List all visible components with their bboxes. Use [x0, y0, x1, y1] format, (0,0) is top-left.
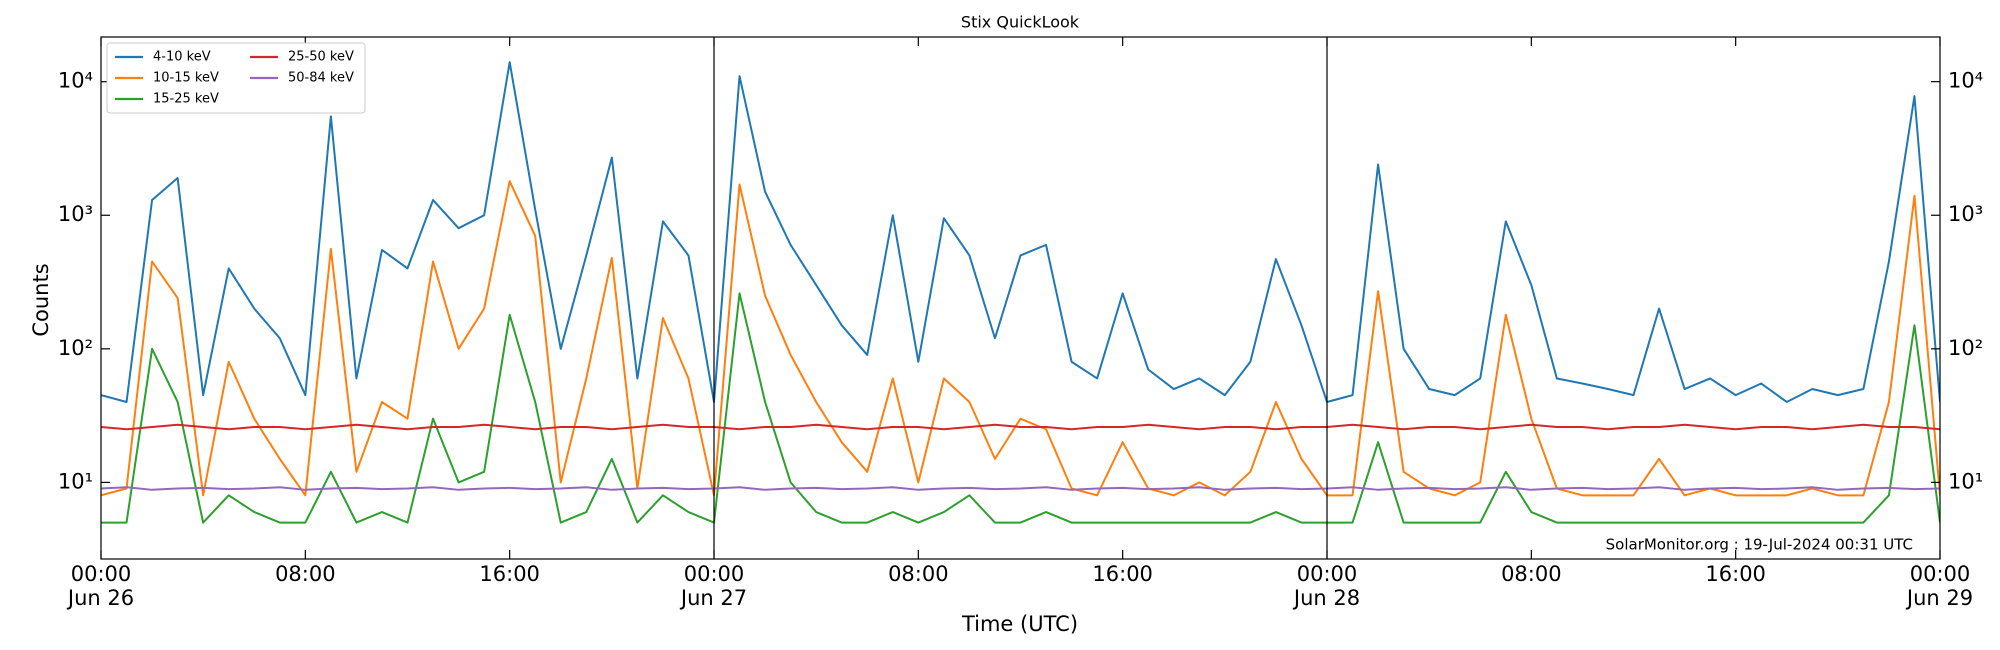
- chart-title: Stix QuickLook: [961, 13, 1080, 32]
- y-tick-label-right: 10²: [1948, 336, 1983, 360]
- y-tick-label: 10⁴: [58, 69, 93, 93]
- series-line: [101, 292, 1940, 524]
- x-tick-label: 00:00 Jun 26: [66, 562, 134, 610]
- plot-frame: [100, 36, 1941, 560]
- y-tick-label-right: 10⁴: [1948, 69, 1983, 93]
- y-tick-label: 10²: [58, 336, 93, 360]
- y-tick-label-right: 10¹: [1948, 469, 1983, 493]
- x-tick-label: 08:00: [275, 562, 336, 586]
- x-tick-label: 16:00: [479, 562, 540, 586]
- y-tick-label: 10³: [58, 202, 93, 226]
- y-tick-label: 10¹: [58, 469, 93, 493]
- y-tick-label-right: 10³: [1948, 202, 1983, 226]
- x-tick-label: 00:00 Jun 29: [1905, 562, 1973, 610]
- x-tick-label: 16:00: [1092, 562, 1153, 586]
- series-line: [101, 180, 1940, 497]
- series-line: [101, 61, 1940, 403]
- legend-label: 15-25 keV: [153, 92, 219, 107]
- x-tick-label: 08:00: [888, 562, 949, 586]
- plot-area: [101, 61, 1940, 524]
- series-line: [101, 486, 1940, 491]
- legend-label: 50-84 keV: [288, 71, 354, 86]
- series-line: [101, 423, 1940, 431]
- x-tick-label: 16:00: [1705, 562, 1766, 586]
- legend-label: 4-10 keV: [153, 50, 211, 65]
- legend-label: 10-15 keV: [153, 71, 219, 86]
- x-tick-label: 08:00: [1501, 562, 1562, 586]
- y-axis-label: Counts: [29, 263, 53, 336]
- x-axis-label: Time (UTC): [961, 612, 1078, 636]
- annotation: SolarMonitor.org : 19-Jul-2024 00:31 UTC: [1606, 536, 1913, 554]
- x-tick-label: 00:00 Jun 27: [679, 562, 747, 610]
- legend-label: 25-50 keV: [288, 50, 354, 65]
- legend-box: [106, 42, 366, 114]
- x-tick-label: 00:00 Jun 28: [1292, 562, 1360, 610]
